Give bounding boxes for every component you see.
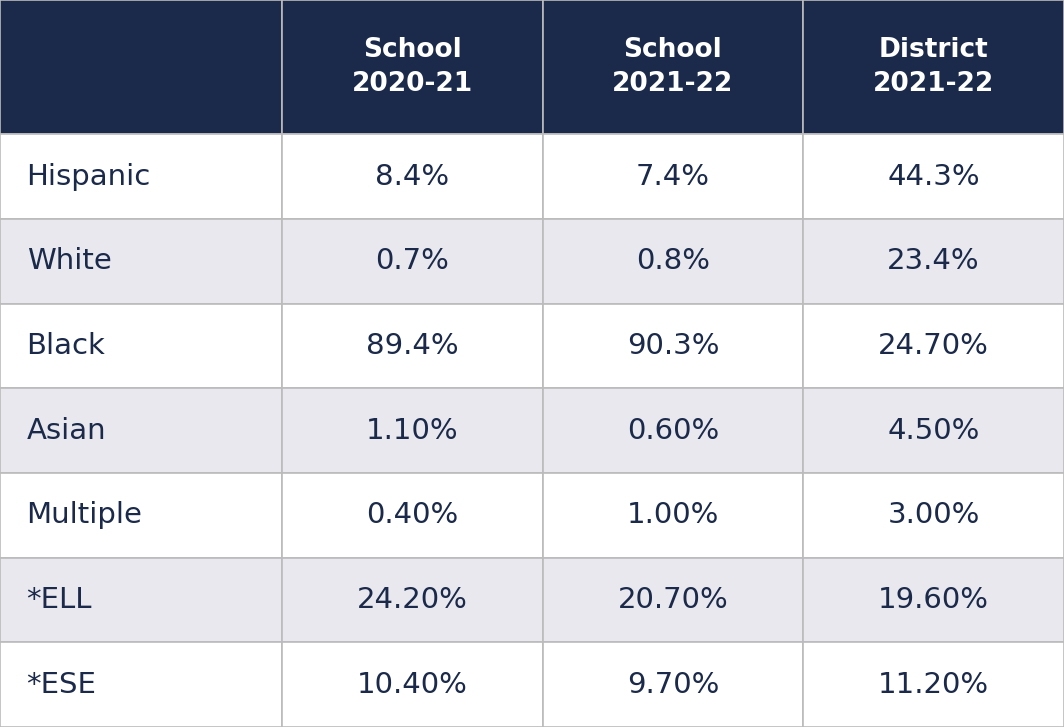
Text: 3.00%: 3.00% bbox=[887, 502, 980, 529]
Text: 11.20%: 11.20% bbox=[878, 671, 990, 699]
Text: *ELL: *ELL bbox=[27, 586, 93, 614]
Bar bbox=[282, 388, 543, 473]
Bar bbox=[543, 558, 803, 643]
Bar bbox=[803, 134, 1064, 219]
Text: 1.00%: 1.00% bbox=[627, 502, 719, 529]
Bar bbox=[282, 134, 543, 219]
Text: 24.20%: 24.20% bbox=[356, 586, 468, 614]
Text: Asian: Asian bbox=[27, 417, 106, 445]
Bar bbox=[0, 388, 282, 473]
Bar bbox=[0, 473, 282, 558]
Bar bbox=[0, 134, 282, 219]
Text: 0.60%: 0.60% bbox=[627, 417, 719, 445]
Text: 8.4%: 8.4% bbox=[376, 163, 449, 190]
Bar bbox=[543, 134, 803, 219]
Bar bbox=[0, 0, 282, 134]
Text: 89.4%: 89.4% bbox=[366, 332, 459, 360]
Text: 44.3%: 44.3% bbox=[887, 163, 980, 190]
Bar bbox=[0, 558, 282, 643]
Bar bbox=[543, 219, 803, 304]
Bar bbox=[282, 558, 543, 643]
Bar bbox=[803, 388, 1064, 473]
Bar bbox=[803, 219, 1064, 304]
Bar bbox=[543, 304, 803, 388]
Text: 19.60%: 19.60% bbox=[878, 586, 990, 614]
Text: Black: Black bbox=[27, 332, 105, 360]
Bar bbox=[543, 643, 803, 727]
Text: 0.40%: 0.40% bbox=[366, 502, 459, 529]
Text: 10.40%: 10.40% bbox=[356, 671, 468, 699]
Text: School
2020-21: School 2020-21 bbox=[352, 37, 472, 97]
Text: White: White bbox=[27, 247, 112, 276]
Text: 0.7%: 0.7% bbox=[376, 247, 449, 276]
Text: District
2021-22: District 2021-22 bbox=[874, 37, 994, 97]
Bar bbox=[0, 219, 282, 304]
Text: 0.8%: 0.8% bbox=[636, 247, 710, 276]
Bar bbox=[282, 0, 543, 134]
Text: Hispanic: Hispanic bbox=[27, 163, 151, 190]
Text: 4.50%: 4.50% bbox=[887, 417, 980, 445]
Text: 23.4%: 23.4% bbox=[887, 247, 980, 276]
Bar bbox=[282, 643, 543, 727]
Text: 1.10%: 1.10% bbox=[366, 417, 459, 445]
Bar bbox=[282, 219, 543, 304]
Bar bbox=[803, 304, 1064, 388]
Bar bbox=[543, 0, 803, 134]
Text: Multiple: Multiple bbox=[27, 502, 143, 529]
Bar bbox=[543, 388, 803, 473]
Bar bbox=[0, 304, 282, 388]
Bar bbox=[803, 473, 1064, 558]
Text: 20.70%: 20.70% bbox=[617, 586, 729, 614]
Text: 7.4%: 7.4% bbox=[636, 163, 710, 190]
Bar bbox=[803, 558, 1064, 643]
Bar bbox=[543, 473, 803, 558]
Bar bbox=[0, 643, 282, 727]
Bar bbox=[282, 304, 543, 388]
Bar bbox=[282, 473, 543, 558]
Text: 9.70%: 9.70% bbox=[627, 671, 719, 699]
Bar bbox=[803, 0, 1064, 134]
Text: 24.70%: 24.70% bbox=[878, 332, 990, 360]
Text: *ESE: *ESE bbox=[27, 671, 97, 699]
Bar bbox=[803, 643, 1064, 727]
Text: School
2021-22: School 2021-22 bbox=[613, 37, 733, 97]
Text: 90.3%: 90.3% bbox=[627, 332, 719, 360]
